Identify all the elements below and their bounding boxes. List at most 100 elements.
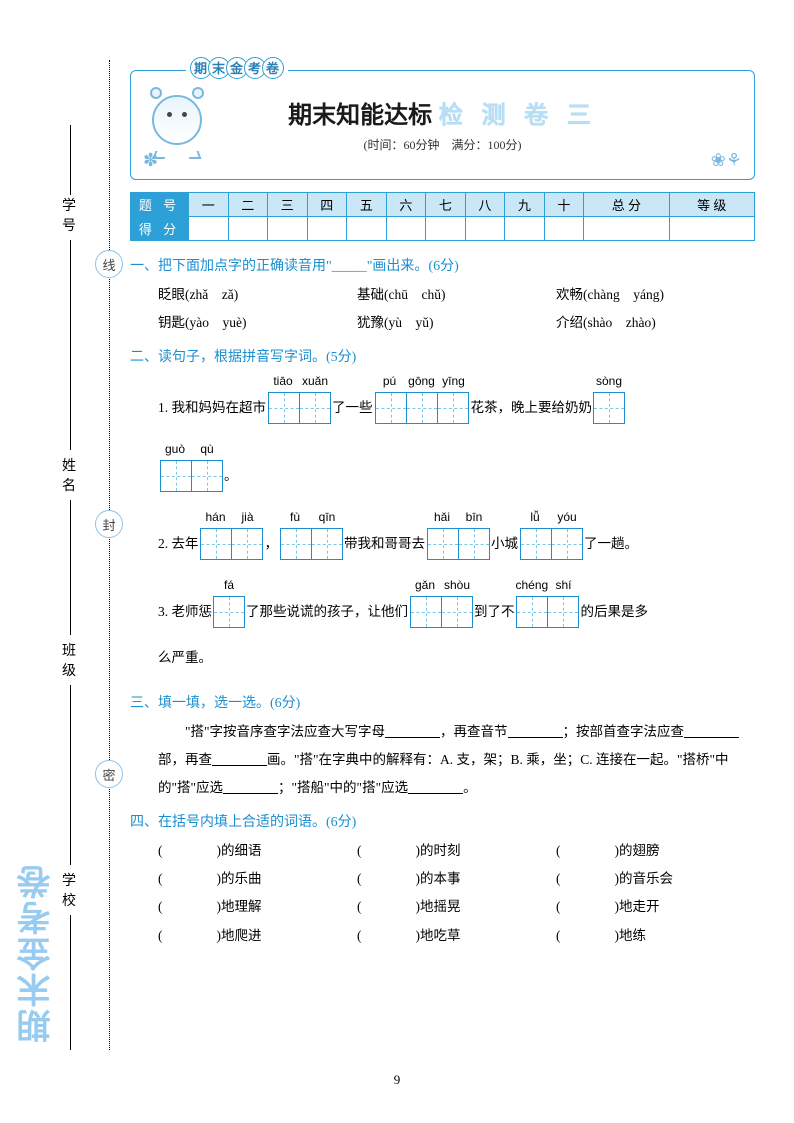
left-underline bbox=[70, 685, 71, 865]
score-cell bbox=[426, 217, 466, 241]
score-table: 题 号 一二三四五六七八九十总 分等 级 得 分 bbox=[130, 192, 755, 241]
blank bbox=[684, 724, 739, 738]
question-line: 2. 去年hánjià，fùqīn带我和哥哥去hǎibīn小城lǚyóu了一趟。 bbox=[158, 510, 755, 560]
question-line: guòqù。 bbox=[158, 442, 755, 492]
pinyin-label: guò bbox=[159, 442, 191, 460]
pinyin-box: chéngshí bbox=[516, 578, 580, 628]
pinyin-row: 钥匙(yào yuè) 犹豫(yù yǔ) 介绍(shào zhào) bbox=[158, 309, 755, 337]
left-label: 姓名 bbox=[50, 455, 90, 495]
pinyin-label: xuǎn bbox=[299, 374, 331, 392]
fill-item: ( )的音乐会 bbox=[556, 865, 755, 893]
blank bbox=[223, 780, 278, 794]
clock-illustration bbox=[146, 89, 208, 159]
binding-circle: 密 bbox=[95, 760, 123, 788]
binding-circle: 封 bbox=[95, 510, 123, 538]
score-cell bbox=[307, 217, 347, 241]
badge-char: 卷 bbox=[262, 57, 284, 79]
pinyin-item: 犹豫(yù yǔ) bbox=[357, 309, 556, 337]
question-text: 带我和哥哥去 bbox=[344, 532, 425, 560]
pinyin-item: 基础(chū chǔ) bbox=[357, 281, 556, 309]
score-col-header: 六 bbox=[386, 193, 426, 217]
row-label: 得 分 bbox=[131, 217, 189, 241]
binding-circle: 线 bbox=[95, 250, 123, 278]
char-cell bbox=[406, 392, 438, 424]
fill-item: ( )地练 bbox=[556, 922, 755, 950]
page-number: 9 bbox=[0, 1072, 794, 1088]
char-cell bbox=[520, 528, 552, 560]
question-text: 2. 去年 bbox=[158, 532, 199, 560]
pinyin-box: tiāoxuǎn bbox=[267, 374, 331, 424]
fill-item: ( )的翅膀 bbox=[556, 837, 755, 865]
fill-row: ( )地理解( )地摇晃( )地走开 bbox=[158, 893, 755, 921]
score-col-header: 八 bbox=[465, 193, 505, 217]
char-cell bbox=[191, 460, 223, 492]
question-line: 1. 我和妈妈在超市tiāoxuǎn了一些púgōngyīng花茶，晚上要给奶奶… bbox=[158, 374, 755, 424]
pinyin-label: fá bbox=[213, 578, 245, 596]
pinyin-box: guòqù bbox=[159, 442, 223, 492]
pinyin-box: púgōngyīng bbox=[374, 374, 470, 424]
score-cell bbox=[228, 217, 268, 241]
question-text: 小城 bbox=[491, 532, 518, 560]
blank bbox=[408, 780, 463, 794]
pinyin-label: fù bbox=[279, 510, 311, 528]
pinyin-box: gǎnshòu bbox=[409, 578, 473, 628]
pinyin-box: lǚyóu bbox=[519, 510, 583, 560]
flower-deco: ❀⚘ bbox=[711, 150, 742, 171]
binding-dotline bbox=[109, 60, 110, 1050]
score-col-header: 三 bbox=[268, 193, 308, 217]
char-cell bbox=[268, 392, 300, 424]
char-cell bbox=[427, 528, 459, 560]
section-2-body: 1. 我和妈妈在超市tiāoxuǎn了一些púgōngyīng花茶，晚上要给奶奶… bbox=[130, 374, 755, 674]
section-3-body: "搭"字按音序查字法应查大写字母，再查音节；按部首查字法应查部，再查画。"搭"在… bbox=[130, 718, 755, 803]
score-cell bbox=[584, 217, 669, 241]
pinyin-box: fùqīn bbox=[279, 510, 343, 560]
pinyin-label: shí bbox=[548, 578, 580, 596]
fill-item: ( )的本事 bbox=[357, 865, 556, 893]
question-line: 3. 老师惩fá了那些说谎的孩子，让他们gǎnshòu到了不chéngshí的后… bbox=[158, 578, 755, 628]
pinyin-label: tiāo bbox=[267, 374, 299, 392]
char-cell bbox=[516, 596, 548, 628]
score-cell bbox=[465, 217, 505, 241]
pinyin-box: hǎibīn bbox=[426, 510, 490, 560]
char-cell bbox=[437, 392, 469, 424]
pinyin-label: yīng bbox=[438, 374, 470, 392]
pinyin-row: 眨眼(zhǎ zǎ) 基础(chū chǔ) 欢畅(chàng yáng) bbox=[158, 281, 755, 309]
watermark: 期末金考卷 bbox=[12, 863, 61, 1043]
score-col-header: 四 bbox=[307, 193, 347, 217]
left-underline bbox=[70, 240, 71, 450]
badge: 期末金考卷 bbox=[186, 57, 288, 79]
section-4-title: 四、在括号内填上合适的词语。(6分) bbox=[130, 811, 755, 831]
score-cell bbox=[669, 217, 755, 241]
fill-row: ( )地爬进( )地吃草( )地练 bbox=[158, 922, 755, 950]
header-box: 期末金考卷 期末知能达标 检 测 卷 三 (时间：60分钟 满分：100分) ✽… bbox=[130, 70, 755, 180]
pinyin-label: gǎn bbox=[409, 578, 441, 596]
char-cell bbox=[593, 392, 625, 424]
score-col-header: 二 bbox=[228, 193, 268, 217]
pinyin-label: chéng bbox=[516, 578, 548, 596]
left-label: 学号 bbox=[50, 195, 90, 235]
fill-item: ( )地摇晃 bbox=[357, 893, 556, 921]
score-value-row: 得 分 bbox=[131, 217, 755, 241]
left-underline bbox=[70, 500, 71, 635]
fill-item: ( )地爬进 bbox=[158, 922, 357, 950]
pinyin-label: bīn bbox=[458, 510, 490, 528]
question-text: 了一些 bbox=[332, 396, 373, 424]
char-cell bbox=[299, 392, 331, 424]
score-col-header: 一 bbox=[189, 193, 229, 217]
score-cell bbox=[347, 217, 387, 241]
flower-deco: ✽ bbox=[143, 150, 158, 171]
question-text: 花茶，晚上要给奶奶 bbox=[471, 396, 593, 424]
question-text: 3. 老师惩 bbox=[158, 600, 212, 628]
question-text: 了一趟。 bbox=[584, 532, 638, 560]
pinyin-label: sòng bbox=[593, 374, 625, 392]
char-cell bbox=[311, 528, 343, 560]
pinyin-item: 眨眼(zhǎ zǎ) bbox=[158, 281, 357, 309]
score-col-header: 等 级 bbox=[669, 193, 755, 217]
score-col-header: 五 bbox=[347, 193, 387, 217]
left-underline bbox=[70, 915, 71, 1050]
char-cell bbox=[441, 596, 473, 628]
question-text: ， bbox=[265, 532, 279, 560]
blank bbox=[385, 724, 440, 738]
char-cell bbox=[160, 460, 192, 492]
score-cell bbox=[505, 217, 545, 241]
